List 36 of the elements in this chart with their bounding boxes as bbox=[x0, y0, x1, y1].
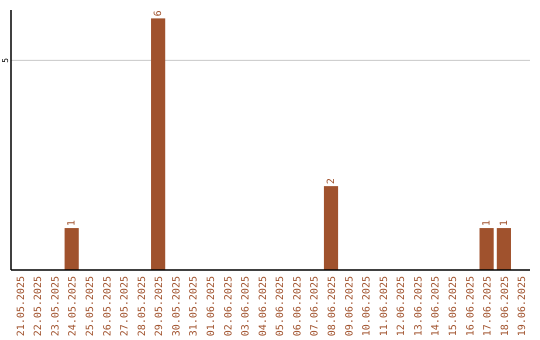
data-label: 1 bbox=[498, 220, 510, 226]
x-tick-label: 05.06.2025 bbox=[275, 276, 286, 336]
x-tick-label: 01.06.2025 bbox=[206, 276, 217, 336]
y-tick-label: 5 bbox=[1, 58, 10, 63]
x-tick-label: 07.06.2025 bbox=[310, 276, 321, 336]
data-label: 2 bbox=[326, 178, 338, 184]
x-tick-label: 09.06.2025 bbox=[344, 276, 356, 336]
x-tick-label: 23.05.2025 bbox=[50, 276, 62, 336]
data-label: 1 bbox=[482, 220, 493, 226]
x-tick-label: 06.06.2025 bbox=[292, 276, 304, 336]
x-tick-label: 14.06.2025 bbox=[430, 276, 442, 336]
x-tick-label: 27.05.2025 bbox=[120, 276, 131, 336]
x-tick-label: 10.06.2025 bbox=[362, 276, 373, 336]
x-tick-label: 30.05.2025 bbox=[171, 276, 182, 336]
data-label: 6 bbox=[153, 10, 164, 16]
x-tick-label: 22.05.2025 bbox=[33, 276, 44, 336]
x-tick-label: 17.06.2025 bbox=[482, 276, 494, 336]
x-tick-label: 18.06.2025 bbox=[500, 276, 511, 336]
x-tick-label: 25.05.2025 bbox=[84, 276, 96, 336]
x-tick-label: 29.05.2025 bbox=[154, 276, 166, 336]
data-label: 1 bbox=[66, 220, 78, 226]
x-tick-label: 31.05.2025 bbox=[188, 276, 200, 336]
x-tick-label: 03.06.2025 bbox=[240, 276, 252, 336]
x-tick-label: 04.06.2025 bbox=[258, 276, 269, 336]
x-tick-label: 15.06.2025 bbox=[448, 276, 460, 336]
x-tick-label: 26.05.2025 bbox=[102, 276, 114, 336]
x-tick-label: 02.06.2025 bbox=[223, 276, 234, 336]
x-tick-label: 24.05.2025 bbox=[68, 276, 79, 336]
x-tick-label: 13.06.2025 bbox=[413, 276, 424, 336]
x-tick-label: 16.06.2025 bbox=[465, 276, 476, 336]
x-tick-label: 28.05.2025 bbox=[136, 276, 148, 336]
x-tick-label: 19.06.2025 bbox=[517, 276, 528, 336]
x-tick-label: 11.06.2025 bbox=[378, 276, 390, 336]
x-tick-label: 12.06.2025 bbox=[396, 276, 408, 336]
x-tick-label: 08.06.2025 bbox=[327, 276, 338, 336]
x-tick-label: 21.05.2025 bbox=[16, 276, 27, 336]
